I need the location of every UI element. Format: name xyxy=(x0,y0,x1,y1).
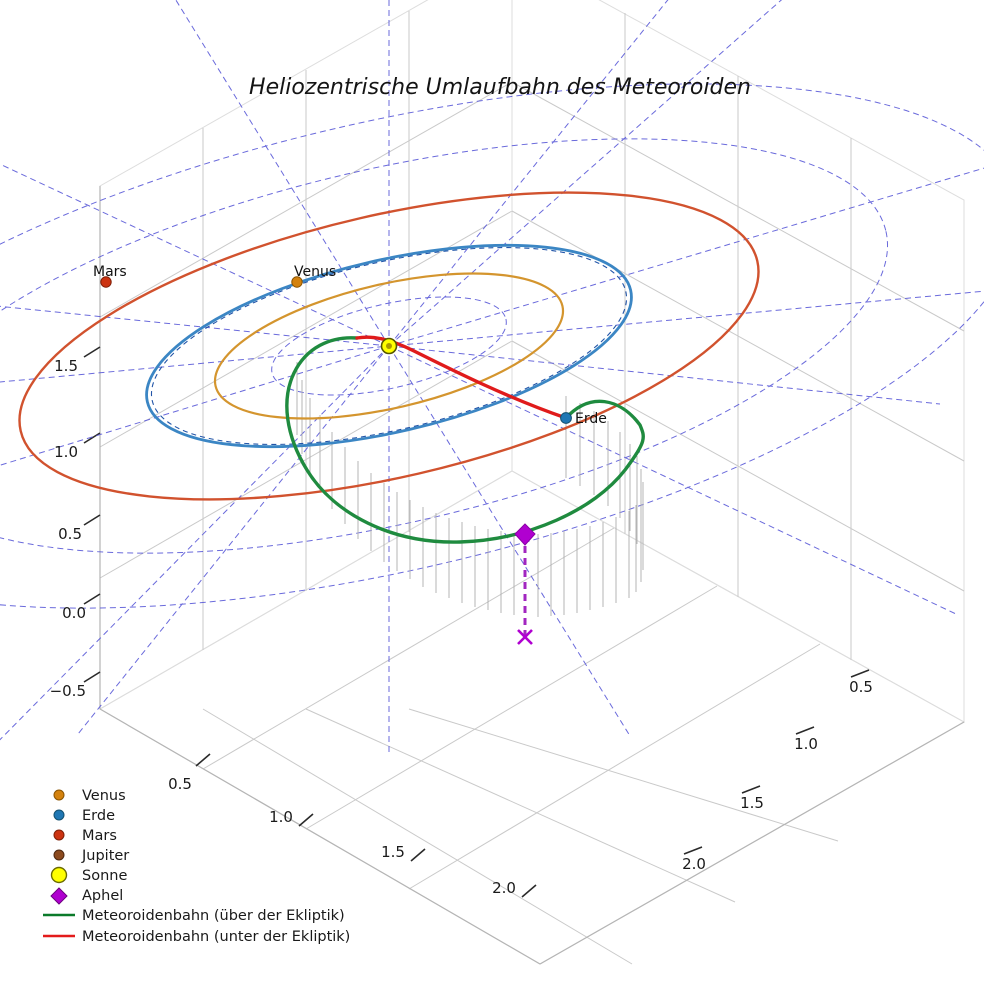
x-tick-2: 1.5 xyxy=(381,843,405,861)
legend: Venus Erde Mars Jupiter Sonne Aphel xyxy=(43,788,350,945)
legend-item-meteor-below: Meteoroidenbahn (unter der Ekliptik) xyxy=(43,929,350,945)
orbit-drop-stems xyxy=(296,362,644,617)
legend-item-sonne: Sonne xyxy=(50,866,127,884)
axis-spines xyxy=(99,186,965,965)
legend-label-venus: Venus xyxy=(82,788,126,804)
legend-item-jupiter: Jupiter xyxy=(53,848,129,864)
z-tick-1: 1.0 xyxy=(54,443,78,461)
legend-marker-sonne-icon xyxy=(50,866,68,884)
x-tick-3: 2.0 xyxy=(492,879,516,897)
meteoroid-orbit-below-ecliptic xyxy=(355,335,568,420)
aphel-ground-marker xyxy=(517,629,533,645)
y-tick-1: 1.0 xyxy=(794,735,818,753)
legend-label-meteor-above: Meteoroidenbahn (über der Ekliptik) xyxy=(82,908,345,924)
legend-item-erde: Erde xyxy=(53,808,115,824)
z-tick-4: −0.5 xyxy=(50,682,86,700)
x-tick-0: 0.5 xyxy=(168,775,192,793)
mars-label: Mars xyxy=(93,264,127,280)
legend-item-aphel: Aphel xyxy=(50,887,123,905)
legend-label-jupiter: Jupiter xyxy=(81,848,129,864)
legend-marker-erde-icon xyxy=(53,809,65,821)
y-tick-0: 0.5 xyxy=(849,678,873,696)
legend-label-mars: Mars xyxy=(82,828,117,844)
legend-marker-venus-icon xyxy=(53,789,65,801)
z-tick-0: 1.5 xyxy=(54,357,78,375)
meteoroid-orbit-above-ecliptic xyxy=(285,336,645,544)
erde-label: Erde xyxy=(575,411,607,427)
legend-item-venus: Venus xyxy=(53,788,126,804)
z-tick-3: 0.0 xyxy=(62,604,86,622)
x-tick-1: 1.0 xyxy=(269,808,293,826)
venus-marker xyxy=(291,276,303,288)
legend-marker-aphel-icon xyxy=(50,887,68,905)
legend-label-sonne: Sonne xyxy=(82,868,127,884)
sonne-marker xyxy=(380,337,398,355)
axis-ticks xyxy=(83,346,870,898)
page-title: Heliozentrische Umlaufbahn des Meteoroid… xyxy=(249,75,751,100)
y-axis-tick-labels: 0.5 1.0 1.5 2.0 xyxy=(682,678,873,873)
legend-label-erde: Erde xyxy=(82,808,115,824)
legend-label-meteor-below: Meteoroidenbahn (unter der Ekliptik) xyxy=(82,929,350,945)
mars-marker xyxy=(100,276,112,288)
legend-item-mars: Mars xyxy=(53,828,117,844)
legend-item-meteor-above: Meteoroidenbahn (über der Ekliptik) xyxy=(43,908,345,924)
mars-orbit xyxy=(18,191,760,501)
venus-label: Venus xyxy=(294,264,336,280)
y-tick-3: 2.0 xyxy=(682,855,706,873)
axes-panes xyxy=(99,0,966,965)
x-axis-tick-labels: 0.5 1.0 1.5 2.0 xyxy=(168,775,516,897)
y-tick-2: 1.5 xyxy=(740,794,764,812)
venus-orbit xyxy=(213,272,565,420)
erde-marker xyxy=(560,412,572,424)
legend-marker-jupiter-icon xyxy=(53,849,65,861)
aphel-marker xyxy=(514,523,536,546)
legend-marker-mars-icon xyxy=(53,829,65,841)
z-axis-tick-labels: 1.5 1.0 0.5 0.0 −0.5 xyxy=(50,357,86,700)
legend-label-aphel: Aphel xyxy=(82,888,123,904)
earth-orbit xyxy=(145,243,633,449)
z-tick-2: 0.5 xyxy=(58,525,82,543)
